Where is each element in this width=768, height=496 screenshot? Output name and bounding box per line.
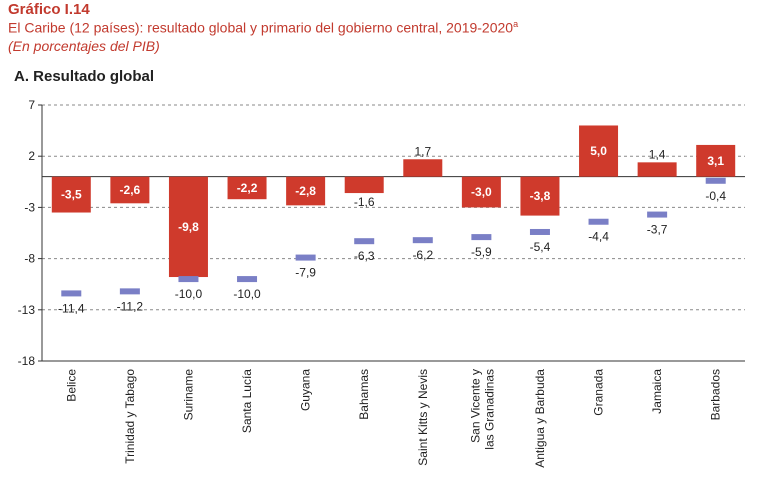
- x-tick-label: Jamaica: [650, 369, 664, 414]
- chart-title: El Caribe (12 países): resultado global …: [8, 19, 518, 36]
- marker-value-label: -10,0: [175, 287, 203, 301]
- marker: [295, 254, 316, 261]
- bar: [344, 176, 384, 194]
- bar-value-label: -2,2: [237, 181, 258, 195]
- x-tick-label: Barbados: [709, 369, 723, 420]
- bar: [579, 125, 619, 177]
- chart-label: Gráfico I.14: [8, 1, 90, 18]
- bar-value-label: -1,6: [354, 195, 375, 209]
- bar-value-label: -3,5: [61, 188, 82, 202]
- y-tick-label: 7: [28, 98, 35, 112]
- y-tick-label: 2: [28, 149, 35, 163]
- marker: [354, 238, 375, 245]
- marker-value-label: -6,2: [412, 248, 433, 262]
- y-tick-label: -8: [24, 252, 35, 266]
- marker-value-label: -5,4: [530, 240, 551, 254]
- bar-value-label: -9,8: [178, 220, 199, 234]
- bar-value-label: -3,8: [530, 189, 551, 203]
- x-tick-label: Granada: [592, 369, 606, 416]
- bar-value-label: 5,0: [590, 144, 607, 158]
- marker: [647, 211, 668, 218]
- x-tick-label: Belice: [64, 369, 78, 402]
- y-tick-label: -18: [18, 354, 36, 368]
- bar: [403, 159, 443, 177]
- marker: [119, 288, 140, 295]
- x-tick-label: San Vicente ylas Granadinas: [468, 369, 496, 450]
- marker-value-label: -3,7: [647, 223, 668, 237]
- x-tick-label: Guyana: [299, 369, 313, 411]
- x-tick-label: Bahamas: [357, 369, 371, 420]
- marker-value-label: -5,9: [471, 245, 492, 259]
- marker: [412, 237, 433, 244]
- bar: [696, 144, 736, 177]
- chart-title-text: El Caribe (12 países): resultado global …: [8, 19, 514, 36]
- marker-value-label: -7,9: [295, 266, 316, 280]
- y-tick-label: -3: [24, 200, 35, 214]
- panel-title: A. Resultado global: [14, 68, 155, 85]
- bar: [168, 176, 208, 278]
- marker-value-label: -4,4: [588, 230, 609, 244]
- bar: [461, 176, 501, 208]
- bar: [637, 162, 677, 177]
- bar-value-label: -2,8: [295, 184, 316, 198]
- bar-value-label: -2,6: [120, 183, 141, 197]
- x-tick-label: Saint Kitts y Nevis: [416, 369, 430, 466]
- x-tick-label: Suriname: [181, 369, 195, 421]
- marker-value-label: -11,2: [117, 299, 144, 313]
- marker-value-label: -10,0: [233, 287, 261, 301]
- bar: [520, 176, 560, 216]
- bar-value-label: 3,1: [707, 154, 724, 168]
- marker: [61, 290, 82, 297]
- marker: [529, 228, 550, 235]
- marker: [588, 218, 609, 225]
- marker: [471, 234, 492, 241]
- bar: [286, 176, 326, 206]
- marker-value-label: -6,3: [354, 249, 375, 263]
- x-tick-label: Santa Lucía: [240, 369, 254, 433]
- bar: [227, 176, 267, 200]
- chart-subtitle: (En porcentajes del PIB): [8, 38, 160, 54]
- bar-value-label: -3,0: [471, 185, 492, 199]
- y-tick-label: -13: [18, 303, 36, 317]
- bar-value-label: 1,7: [414, 144, 431, 158]
- marker: [237, 276, 258, 283]
- x-tick-label: Trinidad y Tabago: [123, 369, 137, 464]
- chart-title-footnote-mark: a: [513, 19, 519, 29]
- marker-value-label: -11,4: [58, 301, 85, 315]
- marker-value-label: -0,4: [705, 189, 726, 203]
- bar: [110, 176, 150, 204]
- marker: [705, 177, 726, 184]
- marker: [178, 276, 199, 283]
- x-tick-label: Antigua y Barbuda: [533, 369, 547, 468]
- bar: [51, 176, 91, 213]
- bar-value-label: 1,4: [649, 147, 666, 161]
